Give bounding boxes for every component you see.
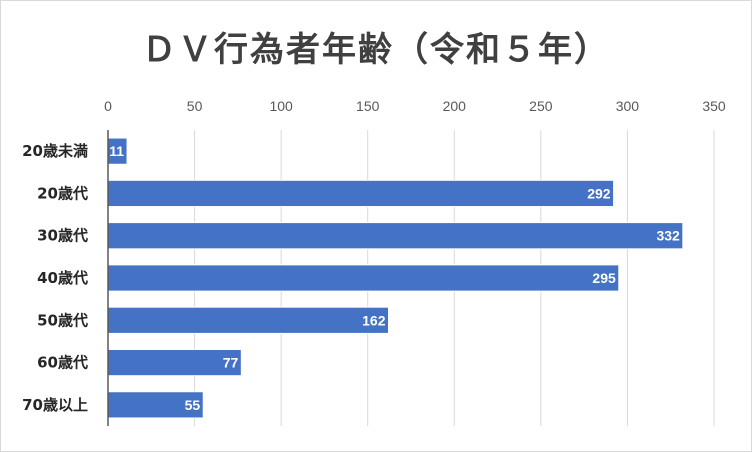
data-labels: 11 292 332 295 162 77 55 xyxy=(109,143,680,413)
data-label: 11 xyxy=(109,143,124,159)
data-label: 332 xyxy=(656,228,680,244)
data-label: 162 xyxy=(362,312,386,328)
x-tick-label: 150 xyxy=(356,98,380,114)
bar xyxy=(107,348,242,377)
x-tick-label: 300 xyxy=(616,98,640,114)
category-label: 50歳代 xyxy=(37,311,88,329)
bar xyxy=(107,179,615,208)
x-tick-label: 200 xyxy=(443,98,467,114)
x-tick-label: 0 xyxy=(104,98,112,114)
bar xyxy=(107,306,389,334)
data-label: 295 xyxy=(592,270,616,286)
category-label: 40歳代 xyxy=(37,269,88,287)
bar xyxy=(107,264,620,292)
data-label: 77 xyxy=(223,355,239,371)
bar xyxy=(107,222,684,250)
x-tick-label: 100 xyxy=(269,98,293,114)
category-label: 60歳代 xyxy=(37,354,88,372)
chart-title: ＤＶ行為者年齢（令和５年） xyxy=(142,30,610,70)
data-label: 55 xyxy=(185,397,201,413)
category-label: 70歳以上 xyxy=(22,396,88,414)
x-tick-label: 50 xyxy=(187,98,203,114)
category-label: 20歳代 xyxy=(37,184,88,202)
bars xyxy=(107,137,684,419)
x-tick-label: 350 xyxy=(702,98,726,114)
y-axis-category-labels: 20歳未満 20歳代 30歳代 40歳代 50歳代 60歳代 70歳以上 xyxy=(22,142,88,414)
x-tick-label: 250 xyxy=(529,98,553,114)
category-label: 30歳代 xyxy=(37,227,88,245)
data-label: 292 xyxy=(587,185,611,201)
category-label: 20歳未満 xyxy=(22,142,88,160)
bar xyxy=(107,391,204,419)
x-axis-tick-labels: 0 50 100 150 200 250 300 350 xyxy=(104,98,726,114)
